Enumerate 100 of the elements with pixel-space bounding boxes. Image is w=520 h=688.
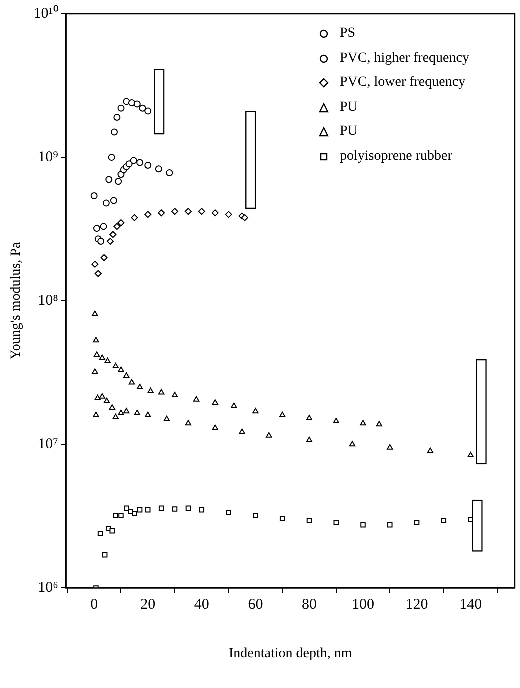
point	[139, 104, 146, 112]
point	[124, 372, 130, 378]
point	[280, 516, 286, 522]
point	[239, 428, 246, 434]
point	[90, 192, 98, 200]
point	[349, 441, 356, 447]
point	[468, 517, 474, 522]
point	[118, 220, 125, 226]
point	[93, 337, 100, 343]
point	[110, 528, 115, 534]
point	[94, 225, 101, 232]
point	[414, 520, 420, 526]
legend-label: polyisoprene rubber	[340, 148, 452, 166]
point	[184, 208, 192, 216]
point	[98, 238, 105, 246]
point	[128, 379, 136, 385]
point	[427, 448, 434, 454]
point	[100, 254, 108, 262]
point	[199, 507, 205, 513]
legend-label: PU	[340, 98, 358, 116]
point	[158, 389, 165, 395]
x-tick-label: 120	[406, 597, 428, 614]
point	[134, 410, 140, 416]
point	[172, 506, 178, 512]
x-tick-label: 0	[90, 597, 98, 614]
point	[212, 210, 219, 217]
point	[144, 162, 152, 170]
point	[118, 410, 124, 416]
legend-label: PVC, higher frequency	[340, 50, 470, 68]
point	[124, 506, 130, 511]
point	[231, 402, 238, 408]
point	[108, 154, 116, 162]
point	[112, 414, 119, 420]
point	[186, 506, 192, 511]
point	[112, 363, 119, 369]
x-tick-label: 20	[140, 597, 156, 614]
point	[148, 388, 154, 394]
point	[124, 408, 130, 414]
point	[360, 420, 366, 426]
point	[306, 436, 313, 442]
y-axis-title: Young's modulus, Pa	[9, 242, 24, 360]
point	[100, 223, 108, 230]
point	[185, 420, 192, 426]
point	[146, 507, 151, 513]
point	[104, 398, 110, 404]
point	[94, 270, 102, 278]
point	[115, 178, 122, 186]
point	[145, 412, 152, 418]
point	[94, 352, 100, 358]
point	[158, 506, 164, 511]
point	[132, 511, 138, 516]
point	[172, 208, 179, 216]
point	[104, 358, 111, 364]
point	[306, 415, 313, 421]
point	[253, 513, 258, 518]
point	[102, 552, 108, 558]
x-tick-label: 100	[352, 597, 375, 614]
legend-label: PU	[340, 123, 358, 141]
point	[136, 159, 144, 166]
point	[225, 211, 232, 218]
point	[92, 260, 99, 268]
point	[252, 408, 259, 414]
point	[92, 368, 98, 374]
x-tick-label: 40	[194, 597, 210, 614]
point	[106, 238, 114, 246]
point	[279, 412, 286, 418]
x-axis-title: Indentation depth, nm	[229, 646, 352, 662]
point	[110, 231, 117, 238]
point	[110, 197, 118, 204]
point	[134, 100, 141, 108]
x-tick-label: 60	[248, 597, 264, 614]
point	[118, 513, 124, 518]
point	[333, 418, 340, 424]
point	[266, 432, 272, 438]
point	[118, 104, 125, 112]
point	[131, 214, 138, 222]
point	[92, 310, 98, 316]
y-tick-label: 10⁷	[38, 436, 58, 453]
point	[212, 424, 218, 430]
point	[387, 444, 394, 450]
y-tick-label: 10¹⁰	[34, 4, 58, 22]
point	[109, 404, 116, 410]
legend-label: PS	[340, 25, 356, 43]
x-tick-label: 140	[460, 597, 482, 614]
point	[360, 522, 366, 528]
point	[226, 510, 232, 516]
point	[158, 210, 166, 217]
point	[94, 394, 101, 400]
x-tick-label: 80	[302, 597, 317, 614]
y-tick-label: 10⁸	[38, 293, 58, 310]
point	[130, 157, 138, 164]
point	[93, 412, 100, 418]
point	[106, 176, 113, 184]
point	[468, 452, 474, 458]
y-tick-label: 10⁶	[38, 580, 58, 596]
point	[212, 400, 218, 406]
point	[198, 208, 206, 216]
point	[388, 522, 393, 528]
point	[137, 507, 143, 513]
point	[164, 416, 170, 422]
